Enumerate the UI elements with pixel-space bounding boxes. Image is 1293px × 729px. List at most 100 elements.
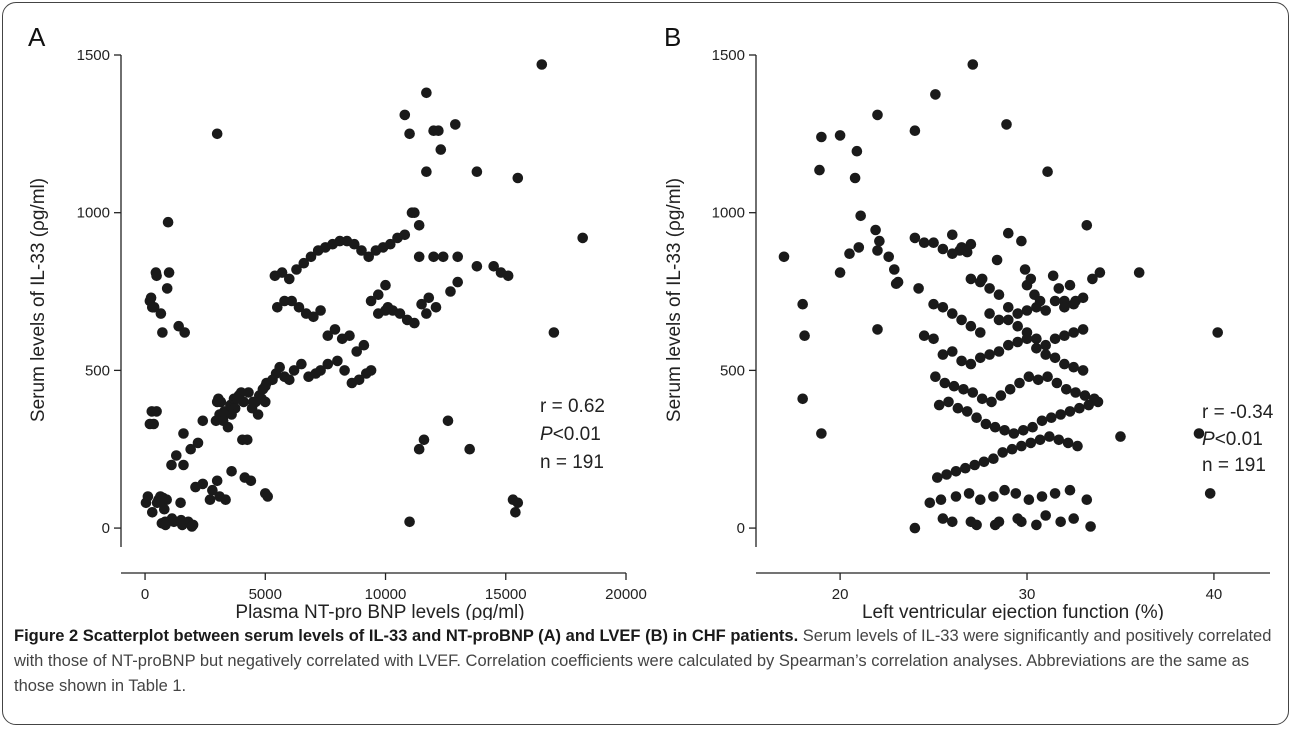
data-point	[413, 443, 425, 455]
data-point	[975, 352, 986, 364]
data-point	[947, 308, 958, 319]
data-point	[1027, 421, 1038, 433]
data-point	[928, 298, 939, 310]
data-point	[1018, 425, 1029, 436]
data-point	[1061, 384, 1072, 395]
data-point	[179, 327, 190, 338]
data-point	[404, 516, 415, 528]
data-point	[373, 289, 384, 301]
data-point	[986, 396, 997, 408]
data-point	[941, 469, 952, 480]
data-point	[1036, 491, 1048, 502]
data-point	[245, 475, 257, 487]
data-point	[928, 237, 939, 248]
data-point	[423, 292, 435, 304]
data-point	[510, 507, 521, 518]
data-point	[889, 264, 900, 275]
data-point	[965, 358, 977, 370]
data-point	[1133, 267, 1145, 278]
data-point	[1003, 302, 1014, 313]
data-point	[1049, 352, 1061, 364]
data-point	[512, 497, 524, 509]
data-point	[1193, 428, 1205, 439]
data-point	[1042, 371, 1053, 383]
data-point	[988, 491, 999, 502]
data-point	[197, 415, 209, 427]
caption-body: Serum levels of IL-33 were significantly…	[14, 627, 1272, 695]
data-point	[418, 434, 430, 446]
data-point	[358, 339, 370, 351]
data-point	[1019, 264, 1031, 275]
data-point	[399, 109, 411, 121]
data-point	[1021, 333, 1033, 345]
data-point	[450, 119, 461, 130]
panel-a: A 0 500 1000 1500 0 5000 10000 15000 20000 Seru…	[28, 22, 647, 620]
data-point	[943, 396, 954, 408]
data-point	[956, 242, 967, 253]
data-point	[855, 210, 866, 222]
data-point	[960, 462, 971, 474]
data-point	[984, 308, 995, 319]
data-point	[452, 251, 464, 263]
data-point	[1053, 283, 1065, 294]
caption-title: Figure 2 Scatterplot between serum level…	[14, 627, 799, 645]
data-point	[1034, 434, 1046, 446]
data-point	[284, 273, 295, 285]
data-point	[930, 89, 941, 100]
data-point	[272, 302, 283, 313]
data-point	[248, 396, 259, 408]
data-point	[394, 308, 406, 319]
data-point	[909, 522, 921, 534]
data-point	[160, 519, 171, 531]
data-point	[1012, 336, 1023, 348]
data-point	[1016, 235, 1027, 247]
panel-b-x-ticks: 20 30 40	[832, 573, 1223, 603]
data-point	[421, 308, 432, 319]
data-point	[322, 358, 334, 370]
data-point	[242, 434, 253, 446]
data-point	[975, 327, 986, 338]
data-point	[548, 327, 560, 338]
data-point	[872, 109, 883, 121]
data-point	[975, 494, 986, 506]
panel-b-label: B	[664, 22, 681, 52]
data-point	[965, 273, 977, 285]
y-tick-label: 1500	[712, 47, 745, 64]
y-tick-label: 1000	[77, 205, 110, 222]
data-point	[222, 421, 234, 433]
data-point	[1094, 267, 1106, 278]
data-point	[339, 365, 350, 376]
data-point	[437, 251, 449, 263]
data-point	[1055, 409, 1066, 420]
data-point	[351, 346, 363, 357]
data-point	[870, 224, 881, 236]
data-point	[939, 377, 951, 389]
data-point	[157, 327, 168, 338]
data-point	[175, 497, 186, 509]
data-point	[162, 216, 174, 228]
data-point	[932, 472, 943, 483]
panel-a-y-axis-title: Serum levels of IL-33 (ρg/ml)	[28, 178, 49, 422]
data-point	[178, 428, 189, 439]
data-point	[1087, 273, 1098, 285]
panel-b-x-axis-title: Left ventricular ejection function (%)	[862, 602, 1164, 620]
data-point	[1003, 314, 1014, 326]
data-point	[207, 484, 218, 496]
data-point	[356, 245, 367, 256]
data-point	[872, 324, 883, 335]
data-point	[433, 125, 444, 136]
x-tick-label: 40	[1206, 586, 1223, 603]
data-point	[159, 503, 170, 515]
data-point	[1077, 365, 1089, 376]
data-point	[211, 475, 223, 487]
data-point	[186, 521, 198, 532]
data-point	[965, 516, 977, 528]
data-point	[1014, 377, 1025, 389]
data-point	[435, 144, 447, 155]
panel-b-stat-p: P<0.01	[1202, 429, 1263, 450]
data-point	[315, 365, 326, 376]
data-point	[778, 251, 790, 263]
data-point	[163, 267, 175, 278]
data-point	[849, 172, 861, 184]
